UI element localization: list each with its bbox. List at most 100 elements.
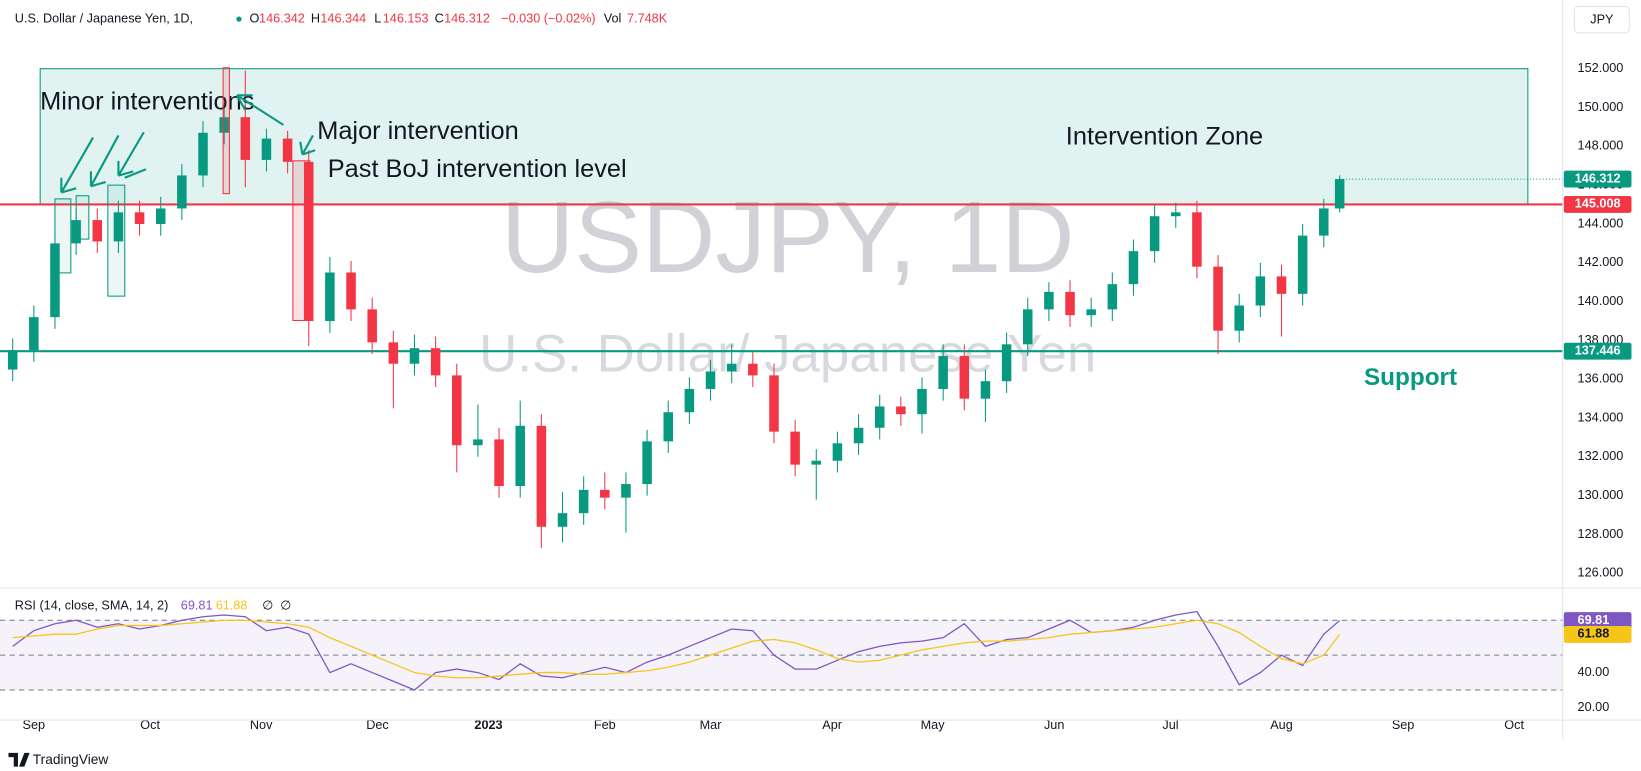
candle-body	[1192, 212, 1202, 267]
rsi-title: RSI (14, close, SMA, 14, 2)	[15, 598, 169, 612]
value-label-box	[1563, 625, 1632, 643]
ohlc-value: 146.342	[259, 11, 305, 25]
y-tick-label: 150.000	[1578, 100, 1624, 114]
arrow	[89, 134, 120, 188]
candle-body	[1334, 179, 1345, 209]
x-tick-label: Oct	[140, 718, 160, 732]
annotation: Minor interventions	[40, 87, 254, 115]
ohlc-key: O	[250, 11, 260, 25]
candle-body	[938, 355, 948, 389]
candle-body	[92, 220, 103, 242]
candle-body	[473, 439, 483, 446]
candle-body	[959, 355, 970, 399]
y-tick-label: 132.000	[1578, 449, 1624, 463]
support-label: Support	[1364, 364, 1457, 391]
candle-body	[1297, 235, 1308, 294]
candle-body	[853, 427, 864, 444]
brand: TradingView	[33, 752, 109, 767]
ohlc-key: L	[374, 11, 381, 25]
x-tick-label: Oct	[1504, 718, 1524, 732]
candle-body	[1128, 251, 1139, 285]
currency-button[interactable]	[1573, 5, 1630, 34]
major-box	[222, 67, 230, 195]
x-tick-label: Sep	[23, 718, 46, 732]
status-dot	[236, 16, 242, 22]
arrow	[299, 134, 316, 156]
arrow	[60, 137, 94, 194]
x-tick-label: Nov	[250, 718, 273, 732]
candle-body	[1149, 216, 1160, 252]
candle-body	[346, 272, 356, 310]
candle-body	[790, 431, 800, 465]
candle-body	[578, 489, 589, 514]
price-label-box	[1563, 342, 1632, 360]
watermark: USDJPY, 1D U.S. Dollar/ Japanese Yen	[479, 180, 1096, 383]
y-tick-label: 144.000	[1578, 216, 1624, 230]
arrow	[117, 131, 145, 177]
candle-body	[240, 117, 251, 160]
watermark-symbol: USDJPY, 1D	[501, 180, 1075, 294]
price-pane: 126.000 128.000 130.000 132.000 134.000 136.0…	[0, 61, 1632, 580]
candle-body	[409, 348, 420, 364]
rsi-legend-value: ∅	[262, 598, 273, 612]
candle-body	[811, 460, 822, 465]
ohlc-value: 146.153	[383, 11, 429, 25]
ohlc-key: H	[311, 11, 320, 25]
zone-label: Intervention Zone	[1066, 122, 1263, 150]
candle-body	[980, 381, 991, 399]
footer-logo[interactable]: TradingView	[8, 752, 108, 767]
major-box	[292, 160, 311, 322]
candle-body	[367, 309, 377, 343]
value-label: 69.81	[1578, 613, 1610, 627]
price-label-box	[1563, 195, 1632, 213]
arrow	[124, 168, 147, 179]
rsi-legend-value: ∅	[280, 598, 291, 612]
candle-body	[621, 484, 631, 498]
currency-label[interactable]: JPY	[1590, 13, 1614, 27]
candle-body	[325, 272, 335, 322]
candle-body	[303, 161, 314, 322]
y-tick-label: 136.000	[1578, 372, 1624, 386]
rsi-value: 69.81	[181, 598, 213, 612]
x-tick-label: May	[921, 718, 946, 732]
symbol-title: U.S. Dollar / Japanese Yen, 1D,	[15, 11, 193, 25]
candle-body	[1022, 309, 1033, 345]
y-tick-label: 152.000	[1578, 61, 1624, 75]
candle-body	[1319, 208, 1329, 236]
x-tick-label: Aug	[1270, 718, 1293, 732]
candle-body	[1065, 291, 1075, 316]
y-tick-label: 140.000	[1578, 294, 1624, 308]
candle-body	[1213, 266, 1223, 331]
minor-box	[107, 184, 126, 297]
x-tick-label: Apr	[822, 718, 842, 732]
y-tick-label: 128.000	[1578, 527, 1624, 541]
watermark-description: U.S. Dollar/ Japanese Yen	[479, 324, 1096, 383]
value-label-box	[1563, 612, 1632, 630]
x-tick-label: Jun	[1044, 718, 1064, 732]
value-label: 61.88	[1578, 627, 1610, 641]
candle-body	[29, 317, 39, 351]
price-label: 145.008	[1575, 197, 1621, 211]
y-tick-label: 40.00	[1578, 665, 1610, 679]
drawings	[54, 67, 316, 322]
candle-body	[642, 441, 652, 485]
candle-body	[536, 425, 547, 527]
candle-body	[155, 208, 166, 224]
x-tick-label: Feb	[594, 718, 616, 732]
price-label: 137.446	[1575, 344, 1621, 358]
ohlc-value: 146.344	[320, 11, 366, 25]
candle-body	[1255, 276, 1266, 306]
x-tick-label: Sep	[1392, 718, 1415, 732]
candle-body	[113, 212, 124, 242]
annotation: Major intervention	[317, 117, 519, 145]
x-tick-label: Mar	[700, 718, 723, 732]
price-label-box	[1563, 170, 1632, 188]
rsi-line	[12, 619, 1341, 679]
candle-body	[1234, 305, 1244, 331]
candle-body	[1001, 344, 1012, 382]
y-tick-label: 126.000	[1578, 566, 1624, 580]
candle-body	[769, 375, 779, 432]
candle-body	[515, 425, 525, 486]
